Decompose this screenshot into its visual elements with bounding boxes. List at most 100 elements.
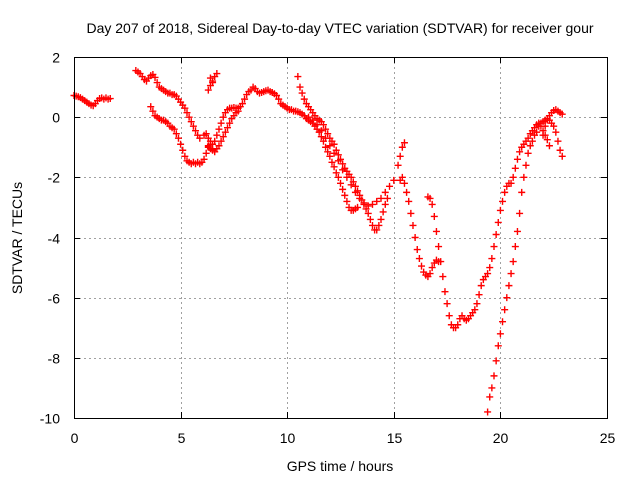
data-point bbox=[445, 312, 453, 320]
data-point bbox=[273, 92, 281, 100]
data-point bbox=[383, 194, 391, 202]
data-point bbox=[409, 221, 417, 229]
data-point bbox=[407, 209, 415, 217]
data-point bbox=[507, 179, 515, 187]
data-point bbox=[520, 173, 528, 181]
data-point bbox=[398, 143, 406, 151]
data-point bbox=[181, 152, 189, 160]
y-axis-label: SDTVAR / TECUs bbox=[9, 182, 25, 294]
data-point bbox=[153, 79, 161, 87]
y-tick-label: 0 bbox=[52, 110, 60, 126]
data-point bbox=[484, 270, 492, 278]
data-point bbox=[322, 125, 330, 133]
data-point bbox=[501, 188, 509, 196]
data-point bbox=[356, 194, 364, 202]
tick-labels: 0 5 10 15 20 25 -10 -8 -6 -4 -2 0 2 bbox=[40, 50, 616, 447]
data-point bbox=[351, 182, 359, 190]
y-tick-label: -4 bbox=[48, 231, 61, 247]
data-point bbox=[484, 408, 492, 416]
data-point bbox=[224, 124, 232, 132]
data-point bbox=[426, 194, 434, 202]
data-point bbox=[492, 230, 500, 238]
data-point bbox=[513, 227, 521, 235]
data-point bbox=[189, 122, 197, 130]
data-point bbox=[343, 173, 351, 181]
data-point bbox=[334, 173, 342, 181]
data-point bbox=[377, 215, 385, 223]
chart-title: Day 207 of 2018, Sidereal Day-to-day VTE… bbox=[86, 20, 593, 36]
data-point bbox=[149, 107, 157, 115]
data-point bbox=[317, 133, 325, 141]
data-point bbox=[294, 73, 302, 81]
data-point bbox=[511, 243, 519, 251]
data-point bbox=[179, 146, 187, 154]
data-point bbox=[334, 151, 342, 159]
data-point bbox=[170, 125, 178, 133]
data-point bbox=[187, 118, 195, 126]
data-point bbox=[300, 95, 308, 103]
data-point bbox=[202, 149, 210, 157]
data-point bbox=[490, 243, 498, 251]
data-point bbox=[437, 258, 445, 266]
data-point bbox=[332, 169, 340, 177]
data-point bbox=[379, 208, 387, 216]
data-point bbox=[347, 181, 355, 189]
data-point bbox=[400, 179, 408, 187]
data-point bbox=[215, 125, 223, 133]
data-point bbox=[368, 200, 376, 208]
data-point bbox=[326, 142, 334, 150]
data-point bbox=[494, 342, 502, 350]
data-point bbox=[328, 158, 336, 166]
data-point bbox=[305, 113, 313, 121]
data-point bbox=[386, 182, 394, 190]
data-point bbox=[552, 128, 560, 136]
data-point bbox=[147, 103, 155, 111]
data-point bbox=[322, 143, 330, 151]
data-point bbox=[516, 148, 524, 156]
data-point bbox=[398, 173, 406, 181]
data-point bbox=[507, 270, 515, 278]
data-point bbox=[543, 116, 551, 124]
data-point bbox=[296, 83, 304, 91]
data-point bbox=[443, 300, 451, 308]
data-point bbox=[364, 209, 372, 217]
data-point bbox=[509, 173, 517, 181]
data-point bbox=[373, 197, 381, 205]
data-point bbox=[221, 128, 229, 136]
data-point bbox=[533, 128, 541, 136]
data-point bbox=[511, 164, 519, 172]
data-point bbox=[238, 100, 246, 108]
data-point bbox=[426, 270, 434, 278]
data-point bbox=[516, 209, 524, 217]
data-point bbox=[499, 318, 507, 326]
y-tick-label: -8 bbox=[48, 351, 61, 367]
data-point bbox=[415, 255, 423, 263]
data-point bbox=[196, 134, 204, 142]
data-point bbox=[324, 130, 332, 138]
data-point bbox=[381, 188, 389, 196]
data-point bbox=[241, 95, 249, 103]
data-point bbox=[309, 116, 317, 124]
data-point bbox=[200, 155, 208, 163]
data-point bbox=[298, 89, 306, 97]
data-point bbox=[556, 146, 564, 154]
data-point bbox=[366, 215, 374, 223]
plot-frame bbox=[74, 57, 608, 419]
data-point bbox=[341, 191, 349, 199]
data-point bbox=[439, 273, 447, 281]
data-point bbox=[524, 134, 532, 142]
data-point bbox=[183, 109, 191, 117]
data-markers bbox=[70, 67, 566, 416]
data-point bbox=[488, 255, 496, 263]
data-point bbox=[432, 227, 440, 235]
data-point bbox=[539, 131, 547, 139]
data-point bbox=[394, 161, 402, 169]
data-point bbox=[475, 291, 483, 299]
data-point bbox=[334, 157, 342, 165]
data-point bbox=[377, 194, 385, 202]
data-point bbox=[554, 137, 562, 145]
data-point bbox=[428, 200, 436, 208]
data-point bbox=[360, 199, 368, 207]
data-point bbox=[488, 384, 496, 392]
data-point bbox=[174, 134, 182, 142]
